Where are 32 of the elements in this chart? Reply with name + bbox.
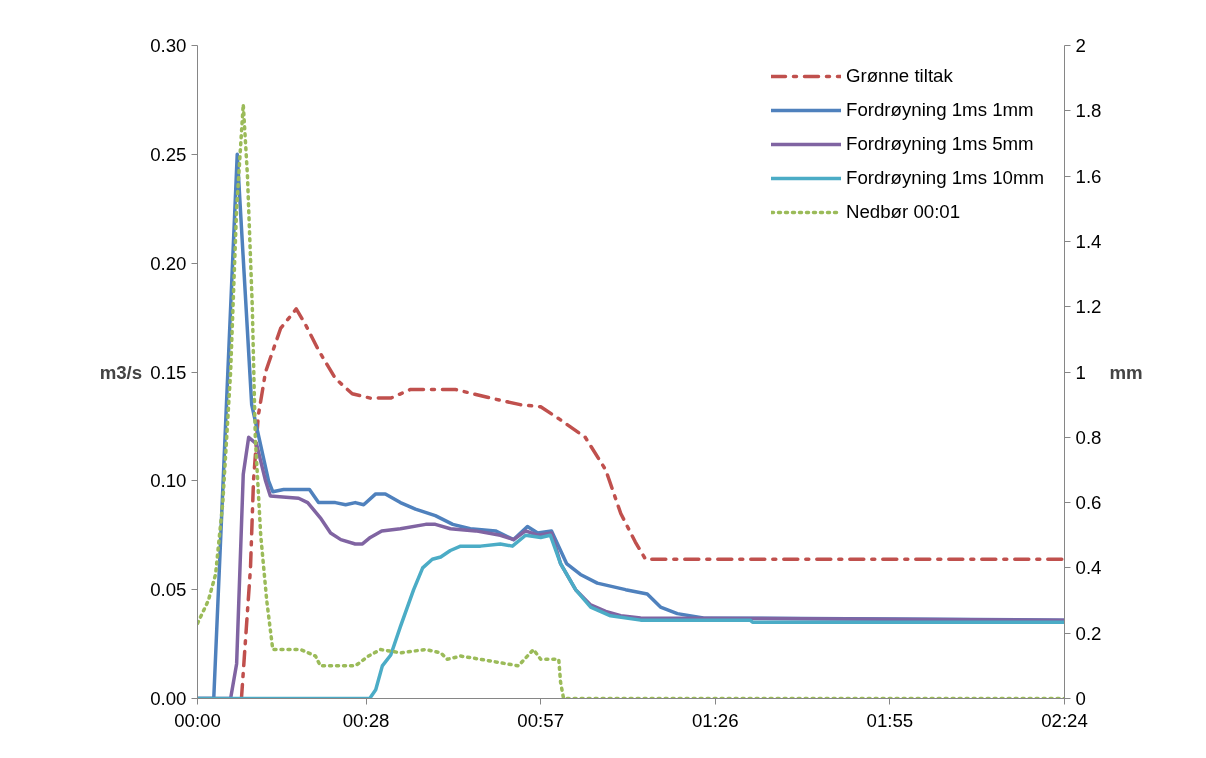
y2-tick-label: 0 bbox=[1075, 688, 1086, 709]
y-tick-label: 0.30 bbox=[150, 35, 187, 56]
y2-tick-label: 0.4 bbox=[1075, 557, 1102, 579]
x-tick-label: 01:55 bbox=[866, 709, 914, 731]
legend-label: Fordrøyning 1ms 5mm bbox=[845, 133, 1034, 155]
y2-tick-label: 1.4 bbox=[1075, 230, 1102, 252]
y2-tick-label: 0.6 bbox=[1075, 492, 1102, 514]
y-tick-label: 0.10 bbox=[150, 470, 187, 492]
y-tick-label: 0.00 bbox=[150, 688, 187, 709]
y2-tick-label: 0.2 bbox=[1075, 622, 1102, 644]
legend-label: Fordrøyning 1ms 10mm bbox=[845, 167, 1044, 189]
y2-tick-label: 2 bbox=[1075, 35, 1086, 56]
y2-tick-label: 1.6 bbox=[1075, 165, 1102, 187]
y-axis-title: m3/s bbox=[99, 361, 143, 383]
y2-tick-label: 0.8 bbox=[1075, 426, 1102, 448]
y2-tick-label: 1.2 bbox=[1075, 296, 1102, 318]
y-tick-label: 0.05 bbox=[150, 579, 187, 601]
legend-label: Nedbør 00:01 bbox=[845, 201, 961, 223]
x-tick-label: 00:00 bbox=[174, 709, 221, 731]
line-series bbox=[239, 307, 1065, 699]
legend-label: Grønne tiltak bbox=[845, 65, 953, 87]
legend-label: Fordrøyning 1ms 1mm bbox=[845, 99, 1034, 121]
x-tick-label: 01:26 bbox=[691, 709, 739, 731]
x-tick-label: 00:57 bbox=[517, 709, 565, 731]
y-tick-label: 0.15 bbox=[150, 361, 187, 383]
y2-tick-label: 1.8 bbox=[1075, 100, 1102, 122]
x-tick-label: 02:24 bbox=[1041, 709, 1088, 731]
y2-axis-title: mm bbox=[1109, 361, 1143, 383]
y-tick-label: 0.20 bbox=[150, 252, 187, 274]
y2-tick-label: 1 bbox=[1075, 361, 1086, 383]
x-tick-label: 00:28 bbox=[342, 709, 390, 731]
y-tick-label: 0.25 bbox=[150, 143, 187, 165]
